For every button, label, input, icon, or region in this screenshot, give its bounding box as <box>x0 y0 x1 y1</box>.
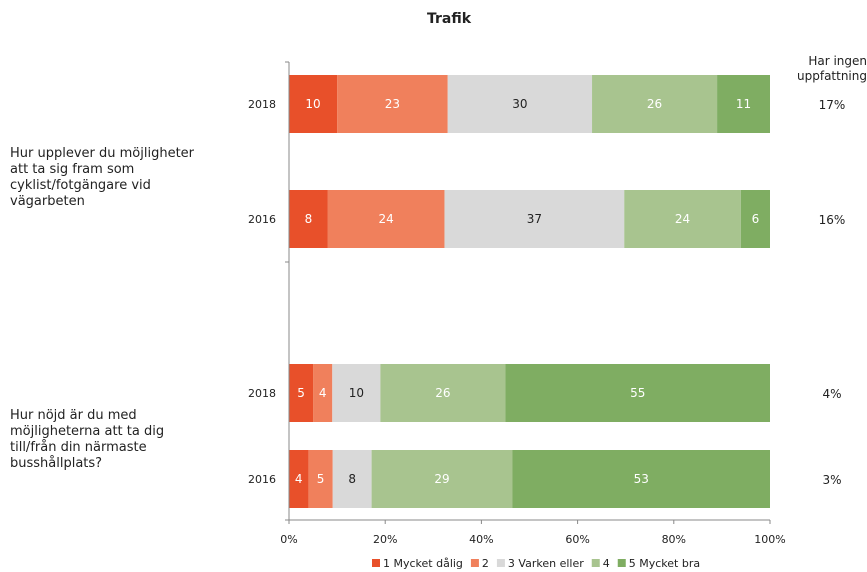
x-tick-label: 0% <box>280 533 297 546</box>
bar-segment <box>289 364 314 422</box>
legend-label: 1 Mycket dålig <box>383 557 463 570</box>
x-tick-label: 80% <box>662 533 686 546</box>
bar-segment <box>592 75 718 133</box>
x-tick-label: 100% <box>754 533 785 546</box>
bar-segment <box>289 75 338 133</box>
legend-swatch <box>470 559 479 567</box>
data-label: 55 <box>630 386 645 400</box>
bar-segment <box>308 450 333 508</box>
data-label: 4 <box>295 472 303 486</box>
no-opinion-value: 3% <box>822 473 841 487</box>
chart-title: Trafik <box>427 11 472 27</box>
legend-swatch <box>372 559 380 567</box>
legend-label: 3 Varken eller <box>508 557 584 570</box>
data-label: 10 <box>305 97 320 111</box>
data-label: 23 <box>385 97 400 111</box>
question-label-1: Hur upplever du möjligheter att ta sig f… <box>10 146 195 209</box>
data-label: 29 <box>434 472 449 486</box>
legend-swatch <box>496 559 505 567</box>
x-tick-label: 40% <box>469 533 493 546</box>
bar-segment <box>505 364 770 422</box>
bar-segment <box>624 190 741 248</box>
year-label: 2018 <box>248 387 276 400</box>
legend-label: 5 Mycket bra <box>629 557 700 570</box>
legend-swatch <box>617 559 626 567</box>
legend-label: 2 <box>482 557 489 570</box>
data-label: 5 <box>317 472 325 486</box>
bar-segment <box>512 450 770 508</box>
data-label: 6 <box>752 212 760 226</box>
x-tick-label: 20% <box>373 533 397 546</box>
data-label: 26 <box>647 97 662 111</box>
data-label: 26 <box>435 386 450 400</box>
legend-label: 4 <box>603 557 610 570</box>
bar-segment <box>740 190 770 248</box>
year-label: 2018 <box>248 98 276 111</box>
no-opinion-header: Har ingen uppfattning <box>797 54 867 83</box>
bar-segment <box>313 364 333 422</box>
question-label-2: Hur nöjd är du med möjligheterna att ta … <box>10 408 165 471</box>
bar-segment <box>332 364 381 422</box>
data-label: 8 <box>305 212 313 226</box>
no-opinion-value: 16% <box>819 213 846 227</box>
no-opinion-value: 4% <box>822 387 841 401</box>
bar-segment <box>337 75 448 133</box>
bar-segment <box>289 450 309 508</box>
bar-segment <box>327 190 445 248</box>
bar-segment <box>332 450 372 508</box>
year-label: 2016 <box>248 473 276 486</box>
data-label: 24 <box>675 212 690 226</box>
legend-swatch <box>591 559 600 567</box>
bar-segment <box>380 364 506 422</box>
data-label: 37 <box>527 212 542 226</box>
data-label: 11 <box>736 97 751 111</box>
data-label: 53 <box>634 472 649 486</box>
x-tick-label: 60% <box>565 533 589 546</box>
data-label: 10 <box>349 386 364 400</box>
data-label: 24 <box>379 212 394 226</box>
bar-segment <box>289 190 328 248</box>
bar-segment <box>717 75 770 133</box>
data-label: 8 <box>348 472 356 486</box>
data-label: 30 <box>512 97 527 111</box>
bar-segment <box>447 75 593 133</box>
bar-segment <box>444 190 625 248</box>
data-label: 5 <box>297 386 305 400</box>
year-label: 2016 <box>248 213 276 226</box>
bar-segment <box>371 450 513 508</box>
no-opinion-value: 17% <box>819 98 846 112</box>
data-label: 4 <box>319 386 327 400</box>
